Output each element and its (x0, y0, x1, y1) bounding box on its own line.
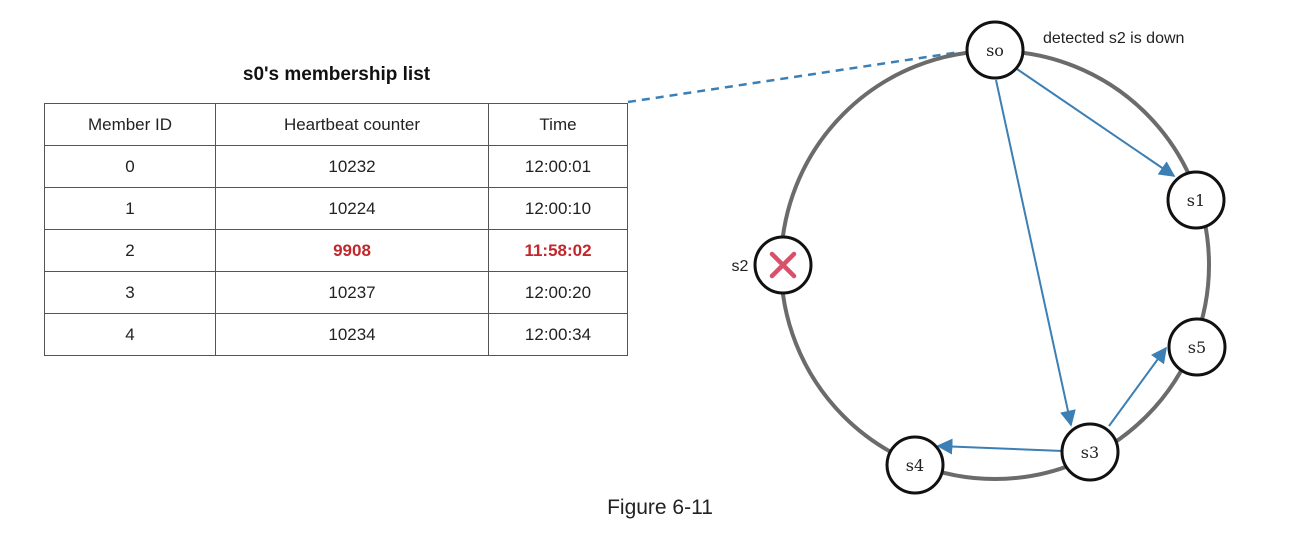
edge-s0-s1 (1013, 66, 1176, 177)
node-s0: so (965, 20, 1025, 80)
table-header-row: Member ID Heartbeat counter Time (44, 103, 628, 146)
table-row: 2 9908 11:58:02 (44, 229, 628, 272)
table-to-s0-connector (627, 50, 961, 104)
cross-icon (769, 251, 797, 279)
column-header-time: Time (488, 103, 628, 146)
table-row: 3 10237 12:00:20 (44, 271, 628, 314)
time-cell: 11:58:02 (488, 229, 628, 272)
heartbeat-cell: 10232 (215, 145, 489, 188)
membership-table-body: 0 10232 12:00:01 1 10224 12:00:10 2 9908 11:58:0… (44, 145, 628, 356)
member-id-cell: 0 (44, 145, 216, 188)
membership-table: Member ID Heartbeat counter Time 0 10232 1… (44, 103, 628, 356)
table-row: 4 10234 12:00:34 (44, 313, 628, 356)
membership-list-title: s0's membership list (242, 64, 431, 85)
node-s3: s3 (1060, 422, 1120, 482)
member-id-cell: 4 (44, 313, 216, 356)
heartbeat-cell: 10237 (215, 271, 489, 314)
time-cell: 12:00:20 (488, 271, 628, 314)
member-id-cell: 1 (44, 187, 216, 230)
time-cell: 12:00:34 (488, 313, 628, 356)
node-s2 (753, 235, 813, 295)
node-s3-label: s3 (1081, 443, 1099, 462)
heartbeat-cell: 9908 (215, 229, 489, 272)
figure-caption: Figure 6-11 (607, 496, 713, 519)
node-s1: s1 (1166, 170, 1226, 230)
edge-s3-s4 (936, 438, 1064, 455)
column-header-heartbeat-counter: Heartbeat counter (215, 103, 489, 146)
table-row: 0 10232 12:00:01 (44, 145, 628, 188)
heartbeat-cell: 10224 (215, 187, 489, 230)
time-cell: 12:00:01 (488, 145, 628, 188)
node-s4-label: s4 (906, 456, 924, 475)
edge-s3-s5 (1108, 346, 1167, 427)
node-s0-label: so (986, 41, 1004, 60)
heartbeat-cell: 10234 (215, 313, 489, 356)
ring-circle (779, 49, 1211, 481)
node-s4: s4 (885, 435, 945, 495)
edge-s0-s3 (995, 79, 1076, 427)
table-row: 1 10224 12:00:10 (44, 187, 628, 230)
node-s1-label: s1 (1187, 191, 1205, 210)
node-s5: s5 (1167, 317, 1227, 377)
node-s2-side-label: s2 (732, 258, 749, 275)
time-cell: 12:00:10 (488, 187, 628, 230)
node-s5-label: s5 (1188, 338, 1206, 357)
column-header-member-id: Member ID (44, 103, 216, 146)
detection-annotation: detected s2 is down (1043, 30, 1184, 47)
